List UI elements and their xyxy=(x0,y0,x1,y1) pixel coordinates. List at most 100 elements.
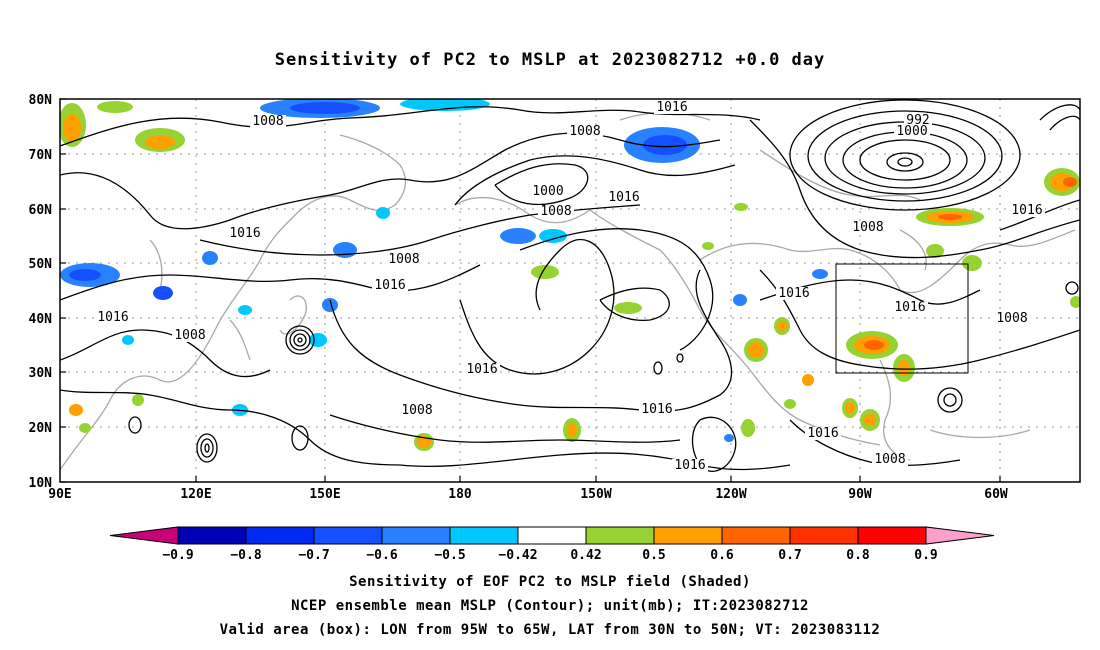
contour-label: 1016 xyxy=(1011,203,1042,218)
contour-label: 992 xyxy=(906,113,929,128)
colorbar-high-extension xyxy=(925,526,995,545)
lon-label-90e: 90E xyxy=(48,487,71,502)
colorbar-segment xyxy=(177,526,247,545)
contour-label: 1016 xyxy=(608,190,639,205)
colorbar-label: 0.8 xyxy=(846,548,870,563)
colorbar-label: −0.9 xyxy=(162,548,193,563)
lon-label-150w: 150W xyxy=(580,487,611,502)
colorbar-label: −0.8 xyxy=(230,548,261,563)
contour-label-bg xyxy=(567,125,603,138)
footer-line-1: Sensitivity of EOF PC2 to MSLP field (Sh… xyxy=(349,574,751,590)
contour-label: 1008 xyxy=(996,311,1027,326)
contour-label: 1016 xyxy=(374,278,405,293)
colorbar-low-extension xyxy=(109,526,179,545)
colorbar-label: 0.42 xyxy=(570,548,601,563)
contour-label-bg xyxy=(606,191,642,204)
contour-label-bg xyxy=(538,205,574,218)
contour-label-bg xyxy=(894,125,930,138)
colorbar-segment xyxy=(313,526,383,545)
axis-ticks xyxy=(60,98,1001,483)
contour-label-bg xyxy=(386,253,422,266)
colorbar-segment xyxy=(653,526,723,545)
contour-label-bg xyxy=(672,459,708,472)
colorbar-label: 0.6 xyxy=(710,548,734,563)
contour-label: 1016 xyxy=(229,226,260,241)
contour-label-bg xyxy=(805,427,841,440)
contour-label: 1016 xyxy=(807,426,838,441)
colorbar-segment xyxy=(245,526,315,545)
colorbar-label: −0.42 xyxy=(498,548,537,563)
contour-label: 1016 xyxy=(894,300,925,315)
contour-label: 1008 xyxy=(252,114,283,129)
lon-label-120e: 120E xyxy=(180,487,211,502)
colorbar: −0.9 −0.8 −0.7 −0.6 −0.5 −0.42 0.42 0.5 0.6 0.7 0.… xyxy=(109,526,995,563)
lat-lon-grid xyxy=(60,99,1080,482)
lon-label-60w: 60W xyxy=(984,487,1008,502)
valid-area-box xyxy=(835,263,969,374)
map-title: Sensitivity of PC2 to MSLP at 2023082712… xyxy=(274,50,826,70)
colorbar-segment xyxy=(449,526,519,545)
colorbar-label: 0.9 xyxy=(914,548,937,563)
colorbar-segment xyxy=(789,526,859,545)
lon-label-180: 180 xyxy=(448,487,472,502)
contour-labels: 1008101610081000992100810001008101610161… xyxy=(95,100,1045,473)
mslp-contours xyxy=(60,99,1080,472)
contour-label-bg xyxy=(904,114,932,127)
colorbar-label: 0.5 xyxy=(642,548,665,563)
colorbar-label: −0.7 xyxy=(298,548,329,563)
lon-label-120w: 120W xyxy=(715,487,746,502)
lat-label-50n: 50N xyxy=(29,257,53,272)
lat-label-80n: 80N xyxy=(29,93,53,108)
sensitivity-shading xyxy=(60,99,1080,451)
lon-tick-labels: 90E 120E 150E 180 150W 120W 90W 60W xyxy=(48,487,1008,502)
contour-label-bg xyxy=(227,227,263,240)
colorbar-segment xyxy=(585,526,655,545)
colorbar-segment xyxy=(857,526,927,545)
lat-label-30n: 30N xyxy=(29,366,53,381)
contour-label-bg xyxy=(250,115,286,128)
contour-label: 1008 xyxy=(174,328,205,343)
contour-label-bg xyxy=(172,329,208,342)
contour-label: 1008 xyxy=(874,452,905,467)
contour-label-bg xyxy=(872,453,908,466)
colorbar-label: −0.5 xyxy=(434,548,465,563)
contour-label-bg xyxy=(994,312,1030,325)
footer-line-3: Valid area (box): LON from 95W to 65W, L… xyxy=(219,622,881,638)
contour-label: 1008 xyxy=(540,204,571,219)
lat-label-20n: 20N xyxy=(29,421,53,436)
lat-label-70n: 70N xyxy=(29,148,53,163)
contour-label-bg xyxy=(1009,204,1045,217)
contour-label: 1016 xyxy=(641,402,672,417)
contour-label: 1008 xyxy=(852,220,883,235)
contour-label: 1016 xyxy=(656,100,687,115)
lon-label-90w: 90W xyxy=(848,487,872,502)
lat-tick-labels: 80N 70N 60N 50N 40N 30N 20N 10N xyxy=(29,93,53,491)
contour-label-bg xyxy=(776,287,812,300)
contour-label: 1000 xyxy=(532,184,563,199)
lon-label-150e: 150E xyxy=(309,487,340,502)
contour-label: 1000 xyxy=(896,124,927,139)
lat-label-10n: 10N xyxy=(29,476,53,491)
contour-label-bg xyxy=(95,311,131,324)
contour-label: 1016 xyxy=(778,286,809,301)
plot-frame xyxy=(59,98,1081,483)
coastlines xyxy=(60,111,1076,471)
footer-line-2: NCEP ensemble mean MSLP (Contour); unit(… xyxy=(291,598,809,614)
contour-label-bg xyxy=(639,403,675,416)
lat-label-40n: 40N xyxy=(29,312,53,327)
contour-label: 1008 xyxy=(401,403,432,418)
lat-label-60n: 60N xyxy=(29,203,53,218)
colorbar-segment xyxy=(721,526,791,545)
colorbar-label: −0.6 xyxy=(366,548,397,563)
contour-label-bg xyxy=(372,279,408,292)
contour-label: 1008 xyxy=(569,124,600,139)
colorbar-label: 0.7 xyxy=(778,548,801,563)
contour-label-bg xyxy=(464,363,500,376)
colorbar-segment xyxy=(517,526,587,545)
contour-label: 1016 xyxy=(466,362,497,377)
contour-label-bg xyxy=(892,301,928,314)
colorbar-segment xyxy=(381,526,451,545)
contour-label-bg xyxy=(399,404,435,417)
contour-label-bg xyxy=(850,221,886,234)
